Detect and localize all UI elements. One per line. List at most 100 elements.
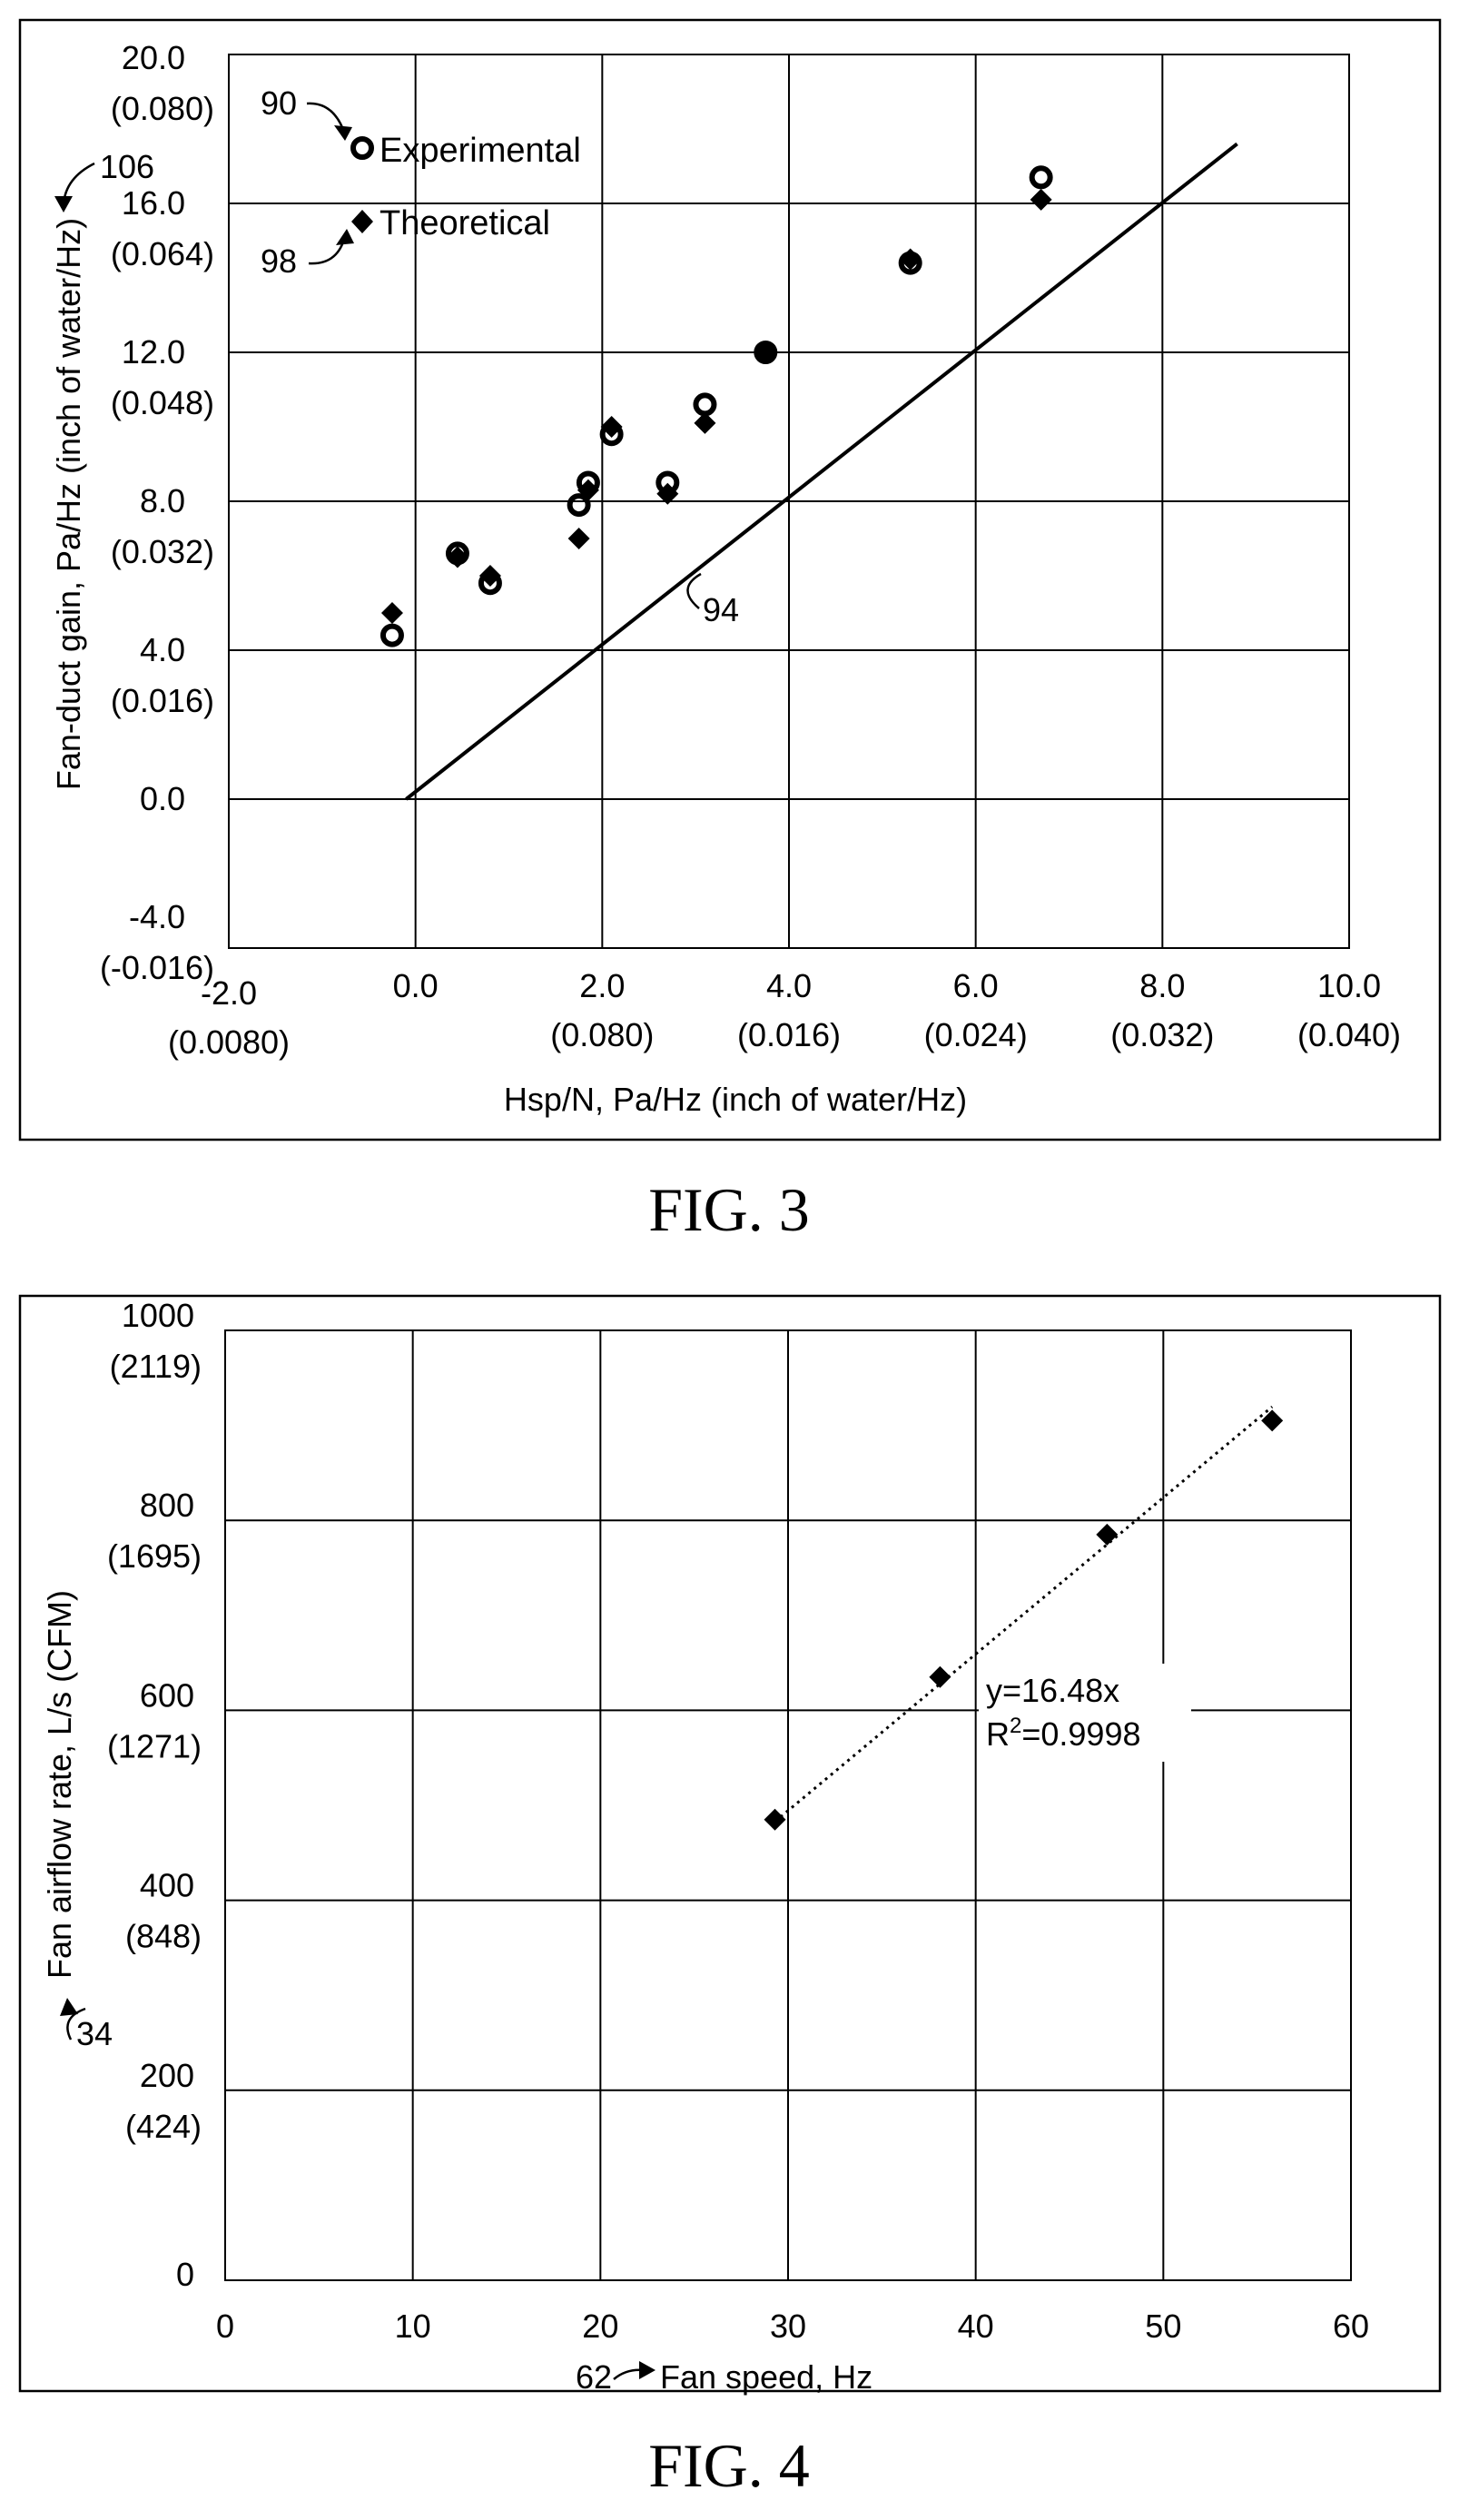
fig3-xtick-sub-0: (0.0080) [168,1023,290,1061]
fig4-chart: 1000(2119)800(1695)600(1271)400(848)200(… [18,1294,1442,2396]
fig3-legend: Experimental Theoretical [350,132,581,242]
theoretical-point-0 [380,602,403,624]
fig3-xtick-0: -2.0 [201,974,257,1012]
ref-62-arrowhead [639,2361,656,2379]
experimental-point-7 [693,392,717,417]
fig4-x-axis-title: Fan speed, Hz [660,2358,872,2396]
theoretical-point-4 [577,479,599,501]
theoretical-point-2 [478,565,501,587]
experimental-point-0 [380,623,404,647]
fig3-data-marks [380,165,1053,647]
ref-numeral-62: 62 [576,2358,612,2396]
fig4-ytick-sub-2: (1271) [107,1727,202,1764]
legend-theoretical-label: Theoretical [380,204,550,242]
fig4-gridlines [225,1330,1351,2280]
fig3-ytick-sub-6: (-0.016) [100,949,214,986]
theoretical-point-7 [694,411,716,434]
ref-numeral-34: 34 [76,2015,113,2052]
fig3-ytick-sub-3: (0.032) [111,533,214,570]
fig4-ytick-sub-3: (848) [125,1918,202,1955]
experimental-point-10 [1029,165,1053,190]
fig3-reference-line [405,142,1238,801]
fig4-xtick-6: 60 [1333,2308,1369,2345]
fig4-equation-box: y=16.48x R2=0.9998 [979,1664,1191,1762]
fig3-ytick-sub-2: (0.048) [111,384,214,421]
fig3-xtick-sub-5: (0.032) [1110,1016,1214,1053]
theoretical-point-10 [1030,188,1052,211]
fig4-reference-numerals: 34 62 [60,1998,656,2396]
airflow-point-0 [764,1808,786,1831]
legend-theoretical-marker [351,210,373,233]
legend-experimental-label: Experimental [380,132,581,170]
fig3-xtick-4: 6.0 [953,967,999,1004]
fig3-frame [18,18,1442,1141]
fig3-caption: FIG. 3 [648,1175,810,1244]
trendline-equation: y=16.48x [986,1672,1119,1709]
fig4-ytick-1: 800 [140,1487,194,1524]
ref-106-arrowhead [54,196,73,212]
ref-numeral-94: 94 [703,591,739,628]
fig3-xtick-5: 8.0 [1139,967,1185,1004]
legend-experimental-marker [350,136,374,160]
ref-34-arrowhead [60,1998,78,2016]
fig4-ytick-0: 1000 [122,1297,194,1334]
airflow-point-1 [929,1665,951,1688]
fig4-y-axis-title: Fan airflow rate, L/s (CFM) [41,1590,78,1979]
fig3-xtick-sub-4: (0.024) [924,1016,1028,1053]
fig3-ytick-6: -4.0 [129,898,185,935]
fig3-xtick-sub-3: (0.016) [737,1016,841,1053]
fig3-xtick-6: 10.0 [1317,967,1381,1004]
fig4-xtick-2: 20 [582,2308,618,2345]
airflow-point-2 [1096,1523,1119,1546]
fig3-ytick-sub-4: (0.016) [111,682,214,719]
fig3-ytick-1: 16.0 [122,184,185,222]
theoretical-point-3 [567,528,590,549]
ref-98-arrowhead [336,229,354,245]
airflow-point-3 [1261,1409,1284,1432]
ref-numeral-90: 90 [261,84,297,122]
fig3-xtick-1: 0.0 [393,967,439,1004]
fig4-ytick-4: 200 [140,2057,194,2094]
ref-94-leader [686,572,702,609]
equation-background [979,1664,1191,1762]
fig4-frame [18,1294,1442,2393]
fig4-xtick-3: 30 [770,2308,806,2345]
fig3-y-axis-title: Fan-duct gain, Pa/Hz (inch of water/Hz) [50,218,87,790]
theoretical-point-1 [446,546,468,568]
fig3-reference-line-94 [405,142,1238,801]
fig4-xtick-0: 0 [216,2308,234,2345]
fig4-ytick-sub-1: (1695) [107,1537,202,1575]
fig4-xtick-4: 40 [958,2308,994,2345]
theoretical-point-5 [600,416,623,438]
fig3-x-tick-labels: -2.0 (0.0080) 0.0 2.0 (0.080) 4.0 (0.016) 6.0 (0… [168,967,1401,1061]
fig3-ytick-5: 0.0 [140,780,185,817]
fig3-ytick-4: 4.0 [140,631,185,668]
fig4-trendline [774,1405,1274,1823]
ref-numeral-106: 106 [100,148,154,185]
fig4-ytick-sub-4: (424) [125,2108,202,2145]
trendline-r-squared: R2=0.9998 [986,1714,1141,1753]
experimental-point-3 [567,493,591,518]
fig4-xtick-5: 50 [1145,2308,1181,2345]
fig4-linear-trendline [774,1405,1274,1823]
fig3-ytick-sub-1: (0.064) [111,235,214,272]
fig4-ytick-5: 0 [176,2256,194,2293]
ref-numeral-98: 98 [261,242,297,280]
fig4-ytick-sub-0: (2119) [110,1348,202,1385]
ref-34-arrow-line [66,2007,86,2041]
fig3-xtick-2: 2.0 [579,967,625,1004]
fig3-xtick-3: 4.0 [766,967,812,1004]
theoretical-point-9 [899,248,922,271]
fig3-ytick-2: 12.0 [122,333,185,371]
ref-90-arrowhead [334,125,352,141]
fig4-xtick-1: 10 [395,2308,431,2345]
fig4-caption: FIG. 4 [648,2431,810,2500]
fig4-ytick-2: 600 [140,1676,194,1714]
fig4-y-tick-labels: 1000 (2119) 800 (1695) 600 (1271) 400 (848) 200 (… [107,1297,202,2293]
theoretical-point-6 [656,482,679,505]
fig3-y-tick-labels: 20.0 (0.080) 16.0 (0.064) 12.0 (0.048) 8.0 (0.0… [100,39,214,986]
fig3-reference-numerals: 90 98 106 94 [54,84,739,628]
fig4-x-tick-labels: 0 10 20 30 40 50 60 [216,2308,1369,2345]
theoretical-point-8 [754,341,777,363]
